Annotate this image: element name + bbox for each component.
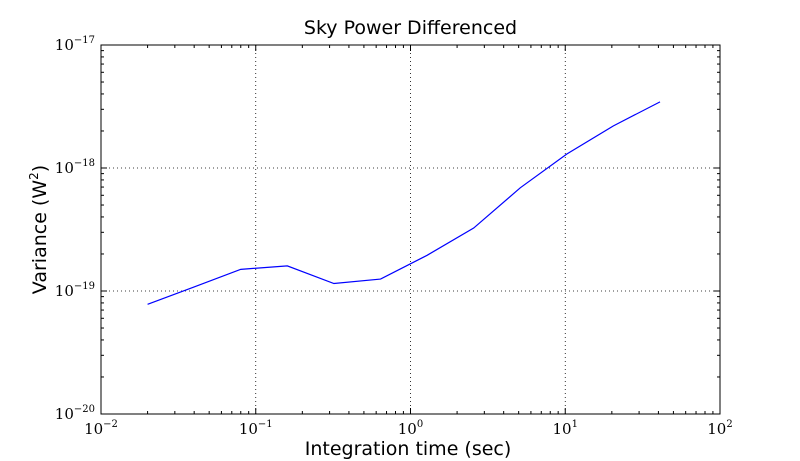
x-tick-label: 10−2: [84, 419, 118, 438]
ticks: [100, 44, 721, 415]
y-axis-label: Variance (W2): [27, 165, 51, 294]
chart-title: Sky Power Differenced: [304, 17, 517, 39]
y-tick-label: 10−17: [55, 35, 95, 54]
grid-lines: [101, 45, 720, 414]
series-line: [147, 101, 661, 305]
x-axis-label: Integration time (sec): [305, 438, 512, 460]
y-axis-label-end: ): [29, 165, 51, 172]
x-tick-label: 101: [553, 419, 578, 438]
x-tick-label: 100: [398, 419, 423, 438]
x-tick-label: 10−1: [239, 419, 273, 438]
series-layer: [147, 101, 661, 305]
tick-labels: 10−2 10−1 100 101 102 10−20 10−19 10−18 10−17: [55, 35, 733, 438]
y-tick-label: 10−18: [55, 158, 95, 177]
y-axis-label-sup: 2: [27, 172, 41, 180]
x-tick-label: 102: [707, 419, 732, 438]
y-tick-label: 10−20: [55, 404, 95, 423]
y-tick-label: 10−19: [55, 281, 95, 300]
y-axis-label-main: Variance (W: [29, 180, 51, 295]
